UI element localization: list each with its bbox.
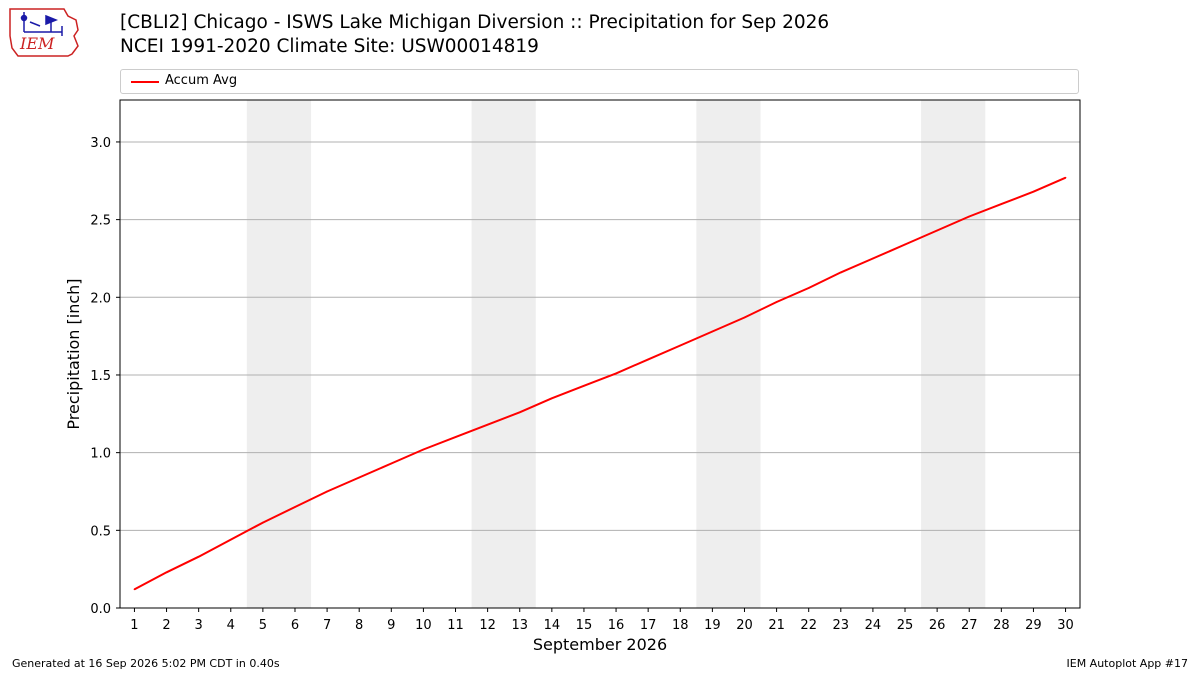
- data-point: [133, 588, 136, 591]
- x-tick-label: 26: [929, 618, 946, 633]
- x-tick-label: 28: [993, 618, 1010, 633]
- data-point: [743, 316, 746, 319]
- y-tick-label: 3.0: [90, 136, 111, 151]
- weekend-bands: [246, 100, 986, 608]
- weekend-band: [471, 100, 536, 608]
- data-point: [197, 555, 200, 558]
- x-tick-label: 10: [415, 618, 432, 633]
- x-tick-label: 16: [608, 618, 625, 633]
- data-point: [262, 521, 264, 524]
- data-point: [326, 490, 328, 493]
- data-point: [872, 257, 874, 260]
- y-axis-label: Precipitation [inch]: [64, 278, 83, 429]
- y-tick-label: 2.5: [90, 214, 111, 229]
- app-credit: IEM Autoplot App #17: [1066, 657, 1189, 670]
- x-tick-label: 9: [387, 618, 395, 633]
- x-tick-label: 7: [323, 618, 331, 633]
- plot-frame: [119, 99, 1081, 609]
- legend-line-swatch: [131, 81, 159, 83]
- y-tick-label: 0.5: [90, 524, 111, 539]
- data-point: [775, 301, 778, 303]
- data-point: [422, 448, 425, 451]
- x-tick-label: 20: [736, 618, 753, 633]
- generated-timestamp: Generated at 16 Sep 2026 5:02 PM CDT in …: [12, 657, 280, 670]
- y-tick-label: 0.0: [90, 602, 111, 617]
- series-layer: [133, 176, 1067, 591]
- logo-text: IEM: [19, 34, 55, 53]
- data-point: [1064, 176, 1067, 179]
- x-tick-label: 11: [447, 618, 464, 633]
- data-point: [711, 330, 714, 333]
- data-point: [807, 287, 810, 289]
- data-point: [583, 385, 585, 387]
- x-tick-label: 3: [195, 618, 203, 633]
- y-tick-label: 2.0: [90, 291, 111, 306]
- x-tick-label: 5: [259, 618, 267, 633]
- x-axis-ticks: 1 2 3 4 5 6 7 8 9 10 11 12 13 14 15 16 17 18 19 20 21 22 23 24 2…: [130, 608, 1074, 633]
- data-point: [294, 506, 296, 508]
- x-tick-label: 23: [833, 618, 850, 633]
- x-tick-label: 22: [800, 618, 817, 633]
- weekend-band: [921, 100, 986, 608]
- legend: Accum Avg: [120, 69, 1079, 94]
- x-tick-label: 27: [961, 618, 978, 633]
- data-point: [486, 423, 489, 426]
- x-tick-label: 14: [544, 618, 561, 633]
- x-tick-label: 13: [511, 618, 528, 633]
- legend-label: Accum Avg: [165, 73, 238, 88]
- y-tick-label: 1.0: [90, 447, 111, 462]
- x-tick-label: 19: [704, 618, 721, 633]
- x-tick-label: 8: [355, 618, 363, 633]
- iem-logo: IEM: [9, 8, 79, 57]
- data-point: [358, 476, 360, 479]
- data-point: [390, 462, 393, 465]
- data-point: [1000, 203, 1003, 205]
- x-tick-label: 18: [672, 618, 689, 633]
- x-tick-label: 15: [576, 618, 593, 633]
- x-tick-label: 25: [897, 618, 914, 633]
- x-tick-label: 6: [291, 618, 299, 633]
- x-tick-label: 2: [162, 618, 170, 633]
- chart-title: [CBLI2] Chicago - ISWS Lake Michigan Div…: [120, 12, 830, 33]
- data-point: [840, 271, 842, 274]
- data-point: [165, 571, 168, 574]
- series-line-accum-avg: [133, 176, 1066, 591]
- data-point: [1032, 190, 1035, 193]
- x-axis-label: September 2026: [533, 635, 667, 654]
- y-axis-ticks: 0.0 0.5 1.0 1.5 2.0 2.5 3.0: [90, 136, 120, 617]
- x-tick-label: 12: [479, 618, 496, 633]
- data-point: [518, 411, 521, 414]
- data-point: [647, 358, 649, 361]
- data-point: [551, 397, 553, 400]
- data-point: [968, 215, 971, 218]
- weekend-band: [696, 100, 761, 608]
- x-tick-label: 17: [640, 618, 657, 633]
- data-point: [615, 372, 617, 375]
- x-tick-label: 1: [130, 618, 138, 633]
- x-tick-label: 4: [227, 618, 235, 633]
- y-tick-label: 1.5: [90, 369, 111, 384]
- x-tick-label: 24: [865, 618, 882, 633]
- x-tick-label: 21: [768, 618, 785, 633]
- data-point: [679, 344, 682, 347]
- x-tick-label: 30: [1057, 618, 1074, 633]
- data-point: [454, 436, 457, 438]
- data-point: [904, 243, 906, 246]
- weekend-band: [246, 100, 312, 608]
- x-tick-label: 29: [1025, 618, 1042, 633]
- data-point: [229, 538, 232, 541]
- data-point: [936, 229, 938, 232]
- chart-subtitle: NCEI 1991-2020 Climate Site: USW00014819: [120, 36, 539, 57]
